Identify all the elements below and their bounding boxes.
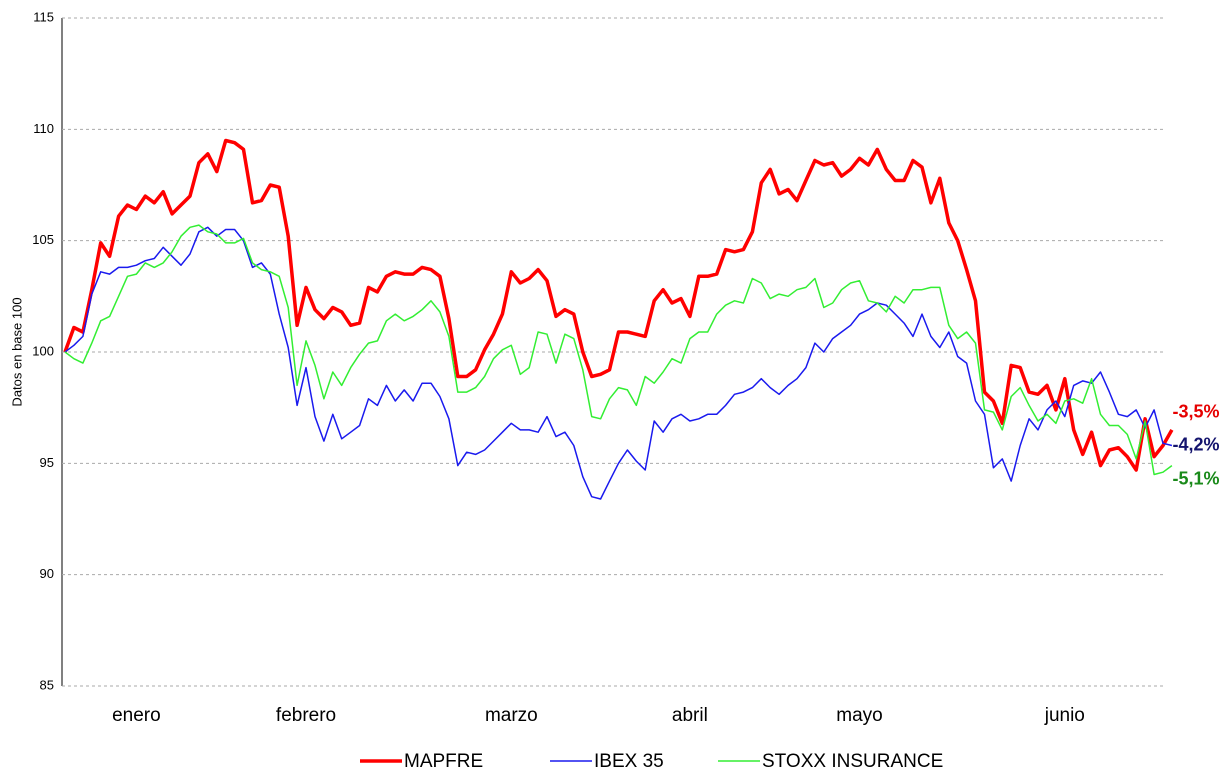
x-tick-label: febrero: [276, 705, 336, 726]
x-tick-label: junio: [1044, 705, 1085, 726]
x-tick-label: enero: [112, 705, 161, 726]
y-tick-label: 105: [32, 232, 54, 247]
legend-label: STOXX INSURANCE: [762, 751, 943, 772]
series-line: [64, 224, 1173, 476]
series-line: [64, 226, 1173, 500]
legend-label: IBEX 35: [594, 751, 664, 772]
y-axis-label: Datos en base 100: [9, 297, 24, 406]
end-label: -4,2%: [1172, 434, 1219, 454]
series-line: [63, 138, 1174, 472]
end-label: -5,1%: [1172, 468, 1219, 488]
x-tick-label: mayo: [836, 705, 882, 726]
x-tick-label: abril: [672, 705, 708, 726]
y-tick-label: 90: [40, 566, 54, 581]
end-label: -3,5%: [1172, 402, 1219, 422]
x-tick-label: marzo: [485, 705, 538, 726]
y-tick-label: 115: [33, 9, 54, 24]
legend-label: MAPFRE: [404, 751, 483, 772]
y-tick-label: 110: [33, 121, 54, 136]
y-tick-label: 100: [32, 343, 54, 358]
y-tick-label: 95: [40, 455, 54, 470]
y-tick-label: 85: [40, 677, 54, 692]
